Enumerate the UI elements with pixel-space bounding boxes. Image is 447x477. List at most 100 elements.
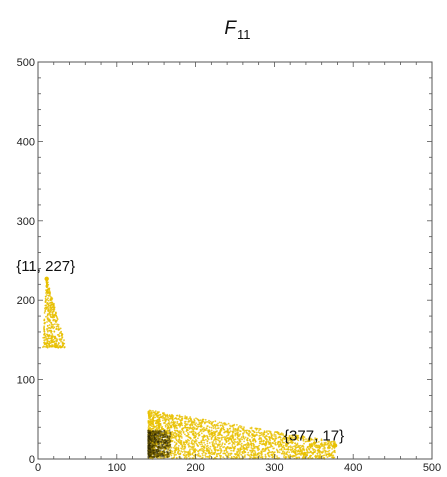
cluster2-point [218,421,221,424]
cluster2-point [233,423,236,426]
cluster2-dense-point [161,436,164,439]
cluster2-point [179,425,181,428]
cluster1-point [47,299,50,302]
cluster2-point [194,450,197,453]
cluster2-point [184,415,187,417]
cluster1-point [52,314,55,316]
cluster2-dense-point [164,454,167,456]
cluster2-point [180,433,183,436]
cluster2-point [244,443,247,446]
cluster2-point [302,438,305,440]
cluster2-point [185,454,188,457]
cluster2-point [179,452,182,455]
cluster2-point [236,454,239,457]
cluster2-point [154,422,157,425]
cluster2-point [191,452,194,455]
cluster2-point [236,456,238,459]
cluster1-point [55,320,58,322]
cluster2-point [289,446,292,449]
cluster2-point [260,454,263,456]
cluster2-point [149,424,152,426]
cluster2-point [235,441,238,444]
cluster2-point [202,454,204,457]
cluster2-dense-point [161,431,164,433]
cluster1-point [57,342,60,344]
cluster2-point [203,426,205,429]
cluster2-dense-point [155,440,158,442]
cluster2-point [323,447,326,450]
cluster2-point [198,434,201,437]
cluster2-point [288,445,290,448]
cluster2-point [262,439,265,442]
cluster2-point [184,455,187,458]
cluster1-point [54,343,57,346]
cluster2-dense-point [152,435,155,438]
cluster2-point [217,444,219,447]
cluster2-point [230,449,233,452]
cluster2-point [170,446,173,449]
cluster2-point [177,445,180,447]
cluster2-point [199,443,202,446]
cluster2-point [203,439,206,442]
cluster2-dense-point [158,444,161,447]
cluster2-point [175,435,177,438]
cluster2-point [313,439,315,441]
cluster1-point [57,346,60,349]
cluster1-point [54,313,57,315]
cluster2-point [161,415,164,417]
cluster2-point [309,443,312,446]
cluster2-point [208,430,211,433]
cluster2-point [281,452,284,455]
cluster2-point [163,413,166,416]
cluster2-point [187,421,190,423]
cluster2-point [327,446,329,449]
cluster2-point [253,446,256,449]
cluster2-point [199,419,202,422]
cluster2-point [280,443,283,446]
cluster2-dense-point [157,455,160,457]
cluster2-dense-point [147,430,150,433]
cluster2-point [163,417,166,419]
cluster2-point [322,448,325,450]
cluster2-point [175,424,178,427]
cluster2-point [183,447,186,450]
cluster2-point [301,452,303,454]
cluster2-point [217,443,220,446]
cluster2-point [206,421,209,423]
cluster2-point [318,449,320,452]
cluster2-point [195,425,198,427]
axis-ticks [37,61,433,460]
cluster1-point [43,325,46,328]
cluster1-point [44,304,47,307]
cluster2-point [168,421,171,423]
cluster1-point [61,345,63,348]
cluster2-point [189,431,191,433]
cluster2-point [305,440,308,443]
cluster2-point [174,431,177,434]
cluster2-point [273,440,276,443]
cluster1-point [46,301,49,304]
cluster2-point [167,426,170,429]
cluster1-point [59,338,62,340]
cluster2-point [239,433,242,435]
cluster2-point [211,443,214,446]
cluster1-point [52,310,55,313]
cluster2-point [324,452,327,454]
cluster2-point [206,455,209,458]
cluster2-point [213,430,215,433]
cluster2-point [271,456,274,459]
cluster2-point [220,450,223,452]
x-tick-label: 200 [186,462,204,474]
cluster2-point [210,434,213,436]
cluster2-point [256,427,259,430]
cluster2-dense-point [161,434,164,437]
cluster2-point [314,454,317,457]
cluster2-point [147,417,150,420]
cluster2-point [290,455,293,458]
cluster2-point [242,429,245,432]
cluster2-point [296,438,298,441]
cluster2-point [210,451,213,454]
cluster2-point [190,440,193,443]
cluster2-point [288,451,291,454]
cluster2-point [265,431,268,434]
